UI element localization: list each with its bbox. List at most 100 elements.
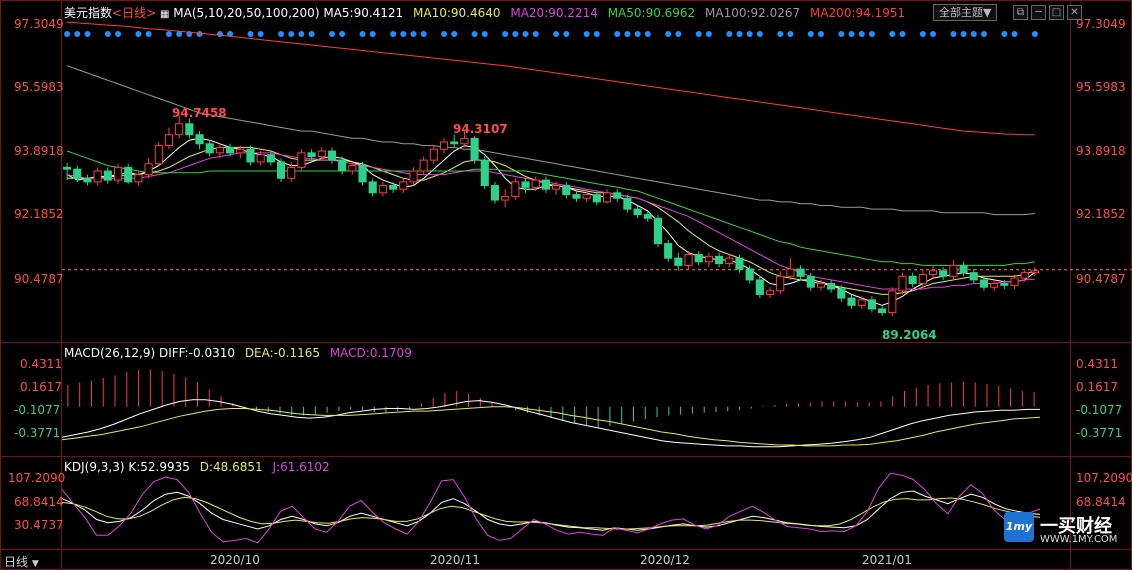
candle-body (185, 123, 194, 136)
window-minimize-icon[interactable]: ─ (1031, 5, 1046, 20)
kdj-title: KDJ(9,3,3) (64, 460, 125, 474)
candle-body (918, 273, 927, 285)
candle-body (633, 208, 642, 216)
candle-body (113, 166, 123, 181)
kdj-line-j (61, 472, 1041, 544)
close-icon[interactable]: ✕ (1067, 5, 1082, 20)
signal-dot (227, 31, 234, 37)
signal-dot (756, 31, 763, 37)
candle-body (134, 174, 143, 183)
signal-dot (1011, 31, 1018, 37)
x-label: 2020/10 (210, 553, 260, 567)
signal-dot (369, 31, 376, 37)
candle-body (602, 192, 612, 203)
signal-dot (848, 31, 855, 37)
signal-dot (593, 31, 600, 37)
price-tick-right: 92.1852 (1076, 207, 1126, 221)
candle-body (103, 170, 112, 181)
candle-body (827, 283, 836, 290)
candle-body (439, 141, 449, 150)
signal-dot (787, 31, 794, 37)
candle-body (857, 299, 866, 306)
ma-line-ma200 (67, 21, 1035, 136)
macd-tick-left: -0.3771 (14, 426, 61, 440)
candle-body (215, 146, 224, 154)
signal-dot (583, 31, 590, 37)
signal-dot (970, 31, 977, 37)
candle-body (765, 290, 775, 295)
period-tab[interactable]: 日线 ▼ (4, 553, 39, 570)
signal-dot (176, 31, 183, 37)
candle-body (878, 308, 887, 314)
high-label-1: 94.7458 (172, 106, 227, 120)
candle-body (175, 123, 184, 136)
kdj-tick-right: 107.2090 (1076, 471, 1132, 485)
candle-body (480, 159, 489, 187)
candle-body (307, 152, 316, 157)
signal-dot (502, 31, 509, 37)
candle-body (592, 194, 601, 203)
candle-body (399, 181, 408, 190)
signal-dot (196, 31, 203, 37)
kdj-d: D:48.6851 (199, 460, 263, 474)
candle-body (501, 195, 510, 201)
candle-body (664, 243, 673, 259)
candle-body (276, 161, 286, 179)
candle-body (195, 134, 204, 145)
candle-body (521, 181, 530, 188)
signal-dot (308, 31, 315, 37)
macd-tick-left: -0.1077 (14, 403, 61, 417)
candle-body (368, 181, 377, 194)
candle-body (949, 264, 958, 277)
signal-dot (115, 31, 122, 37)
candle-body (205, 143, 214, 154)
candle-body (990, 283, 999, 288)
macd-tick-left: 0.4311 (20, 357, 62, 371)
candle-body (470, 137, 479, 161)
period-selector[interactable]: <日线> (112, 6, 157, 20)
signal-dot (288, 31, 295, 37)
candle-body (154, 145, 163, 165)
candle-body (317, 150, 326, 157)
candle-body (83, 177, 92, 183)
signal-dot (84, 31, 91, 37)
signal-dot (1001, 31, 1008, 37)
macd-header: MACD(26,12,9) DIFF:-0.0310 DEA:-0.1165 M… (64, 345, 412, 361)
signal-dot (930, 31, 937, 37)
candle-body (735, 257, 744, 270)
signal-dot (481, 31, 488, 37)
signal-dot (74, 31, 81, 37)
signal-dot (390, 31, 397, 37)
window-maximize-icon[interactable]: □ (1049, 5, 1064, 20)
candle-body (511, 181, 520, 197)
candle-body (582, 194, 591, 199)
candle-body (460, 137, 469, 145)
window-restore-icon[interactable]: ⧉ (1013, 5, 1028, 20)
price-tick-right: 97.3049 (1076, 17, 1126, 31)
signal-dot (64, 31, 71, 37)
ma200-value: MA200:94.1951 (809, 6, 906, 20)
signal-dot (563, 31, 570, 37)
signal-dot (1031, 31, 1038, 37)
theme-dropdown[interactable]: 全部主题▼ (933, 4, 998, 21)
signal-dot (553, 31, 560, 37)
candle-body (287, 166, 296, 179)
ma-line-ma20 (67, 152, 1035, 290)
signal-dot (400, 31, 407, 37)
candle-body (541, 179, 550, 190)
x-label: 2020/12 (640, 553, 690, 567)
candle-body (409, 170, 418, 183)
candle-body (725, 257, 734, 265)
candle-body (979, 279, 989, 288)
candle-body (490, 185, 500, 201)
candle-body (419, 159, 428, 172)
candle-body (327, 150, 337, 161)
signal-dot (665, 31, 672, 37)
symbol-name[interactable]: 美元指数 (64, 6, 113, 20)
macd-diff: DIFF:-0.0310 (158, 346, 235, 360)
candle-body (837, 288, 846, 299)
candle-body (694, 254, 703, 263)
kdj-k: K:52.9935 (128, 460, 190, 474)
signal-dot (339, 31, 346, 37)
